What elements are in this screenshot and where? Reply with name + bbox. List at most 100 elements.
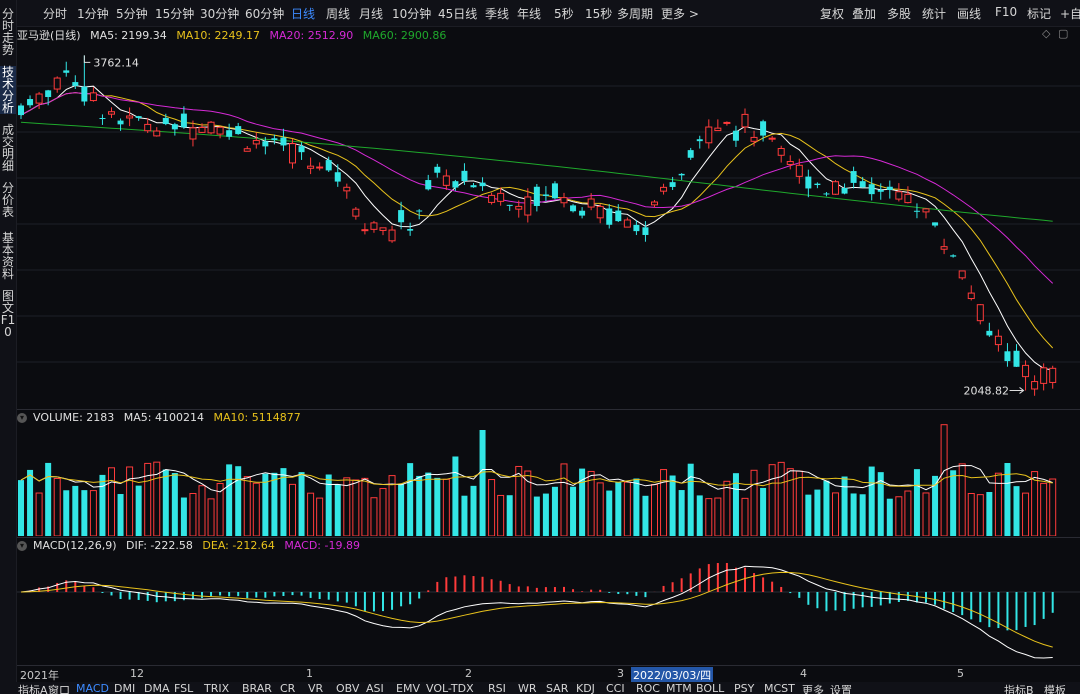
period-tab-12[interactable]: 年线 — [517, 7, 542, 21]
candle-body — [271, 138, 278, 140]
collapse-icon[interactable]: ▾ — [17, 541, 27, 551]
bottom-right-tab-0[interactable]: 指标B — [1004, 684, 1034, 694]
volume-bar — [416, 475, 423, 536]
diamond-toggle-icon[interactable]: ◇ — [1042, 27, 1051, 40]
tool-button-7[interactable]: +自选 — [1060, 7, 1080, 21]
indicator-tab-3[interactable]: DMI — [114, 682, 136, 694]
tool-button-2[interactable]: 多股 — [887, 7, 912, 21]
volume-bar — [841, 476, 848, 536]
candle-body — [388, 229, 396, 242]
indicator-tab-22[interactable]: PSY — [734, 682, 755, 694]
tool-button-3[interactable]: 统计 — [922, 7, 947, 21]
indicator-tab-13[interactable]: VOL-TDX — [426, 682, 474, 694]
side-tab-0[interactable]: 分时走势 — [1, 7, 14, 57]
candle-body — [352, 208, 360, 217]
candle-body — [615, 210, 622, 222]
side-tab-3[interactable]: 分价表 — [1, 181, 14, 219]
period-tab-8[interactable]: 月线 — [359, 7, 384, 21]
period-tab-13[interactable]: 5秒 — [554, 7, 574, 21]
period-tab-0[interactable]: 分时 — [43, 7, 68, 21]
volume-bar — [705, 498, 713, 536]
tool-button-0[interactable]: 复权 — [820, 7, 845, 21]
tool-button-1[interactable]: 叠加 — [852, 7, 877, 21]
indicator-tab-10[interactable]: OBV — [336, 682, 360, 694]
volume-bar — [153, 461, 161, 536]
indicator-tab-14[interactable]: RSI — [488, 682, 506, 694]
indicator-tab-12[interactable]: EMV — [396, 682, 420, 694]
indicator-tab-9[interactable]: VR — [308, 682, 324, 694]
indicator-tab-23[interactable]: MCST — [764, 682, 795, 694]
tool-button-5[interactable]: F10 — [995, 5, 1018, 19]
indicator-tab-8[interactable]: CR — [280, 682, 296, 694]
period-tab-6[interactable]: 日线 — [291, 7, 316, 21]
macd-dea: DEA: -212.64 — [202, 539, 275, 552]
candle-body — [623, 219, 631, 228]
candle-body — [1049, 367, 1057, 383]
indicator-tab-4[interactable]: DMA — [144, 682, 170, 694]
side-tab-2[interactable]: 成交明细 — [1, 123, 14, 173]
indicator-tab-20[interactable]: MTM — [666, 682, 692, 694]
candle-body — [660, 186, 668, 192]
volume-bar — [714, 497, 722, 536]
candle-body — [81, 86, 88, 102]
tool-button-6[interactable]: 标记 — [1027, 7, 1052, 21]
indicator-tab-5[interactable]: FSL — [174, 682, 194, 694]
square-toggle-icon[interactable]: ▢ — [1058, 27, 1069, 40]
volume-bar — [850, 493, 857, 536]
period-tab-16[interactable]: 更多 > — [661, 7, 699, 21]
period-tab-2[interactable]: 5分钟 — [116, 7, 148, 21]
volume-bar — [235, 466, 242, 536]
side-tab-1[interactable]: 技术分析 — [0, 65, 16, 115]
period-tab-7[interactable]: 周线 — [326, 7, 351, 21]
volume-bar — [343, 477, 351, 536]
indicator-tab-2[interactable]: MACD — [76, 682, 109, 694]
period-tab-15[interactable]: 多周期 — [617, 7, 654, 21]
high-marker — [83, 55, 91, 63]
indicator-tab-21[interactable]: BOLL — [696, 682, 725, 694]
period-tab-5[interactable]: 60分钟 — [245, 7, 285, 21]
volume-chart[interactable] — [17, 424, 1080, 536]
candlestick-chart[interactable]: 3762.14 2048.82 — [17, 40, 1080, 408]
side-tab-5[interactable]: 图文F10 — [0, 289, 16, 339]
indicator-tab-24[interactable]: 更多 — [802, 684, 824, 694]
volume-bar — [89, 490, 97, 536]
volume-bar — [262, 473, 269, 536]
indicator-tab-15[interactable]: WR — [518, 682, 537, 694]
indicator-tab-7[interactable]: BRAR — [242, 682, 272, 694]
period-tab-3[interactable]: 15分钟 — [155, 7, 195, 21]
period-tab-11[interactable]: 季线 — [485, 7, 510, 21]
indicator-tab-18[interactable]: CCI — [606, 682, 625, 694]
indicator-tab-1[interactable]: 窗口 — [48, 684, 70, 694]
candle-body — [189, 127, 197, 140]
ma20-legend: MA20: 2512.90 — [269, 29, 354, 42]
indicator-tab-25[interactable]: 设置 — [830, 684, 852, 694]
side-tab-4[interactable]: 基本资料 — [1, 231, 14, 281]
period-tab-1[interactable]: 1分钟 — [77, 7, 109, 21]
candle-body — [135, 116, 142, 118]
indicator-tab-19[interactable]: ROC — [636, 682, 660, 694]
period-tab-4[interactable]: 30分钟 — [200, 7, 240, 21]
volume-bar — [316, 497, 324, 536]
indicator-tab-6[interactable]: TRIX — [204, 682, 230, 694]
period-toolbar: 分时 1分钟 5分钟 15分钟 30分钟 60分钟 日线 周线 月线 10分钟 45日线 季线 年线 5秒… — [0, 0, 1080, 27]
candle-body — [850, 171, 857, 183]
period-tab-9[interactable]: 10分钟 — [392, 7, 432, 21]
macd-chart[interactable] — [17, 552, 1080, 664]
candle-body — [235, 126, 242, 135]
candle-body — [180, 113, 187, 128]
bottom-right-tab-1[interactable]: 模板 — [1044, 684, 1066, 694]
candle-body — [932, 222, 939, 226]
volume-bar — [442, 478, 450, 536]
collapse-icon[interactable]: ▾ — [17, 413, 27, 423]
indicator-tab-11[interactable]: ASI — [366, 682, 384, 694]
indicator-tab-17[interactable]: KDJ — [576, 682, 595, 694]
candle-body — [1022, 364, 1030, 378]
period-tab-14[interactable]: 15秒 — [585, 7, 613, 21]
period-tab-10[interactable]: 45日线 — [438, 7, 478, 21]
tool-button-4[interactable]: 画线 — [957, 7, 982, 21]
indicator-tab-16[interactable]: SAR — [546, 682, 569, 694]
volume-bar — [615, 482, 622, 536]
indicator-tab-0[interactable]: 指标A — [18, 684, 48, 694]
volume-bar — [280, 468, 287, 536]
candle-body — [524, 196, 532, 216]
